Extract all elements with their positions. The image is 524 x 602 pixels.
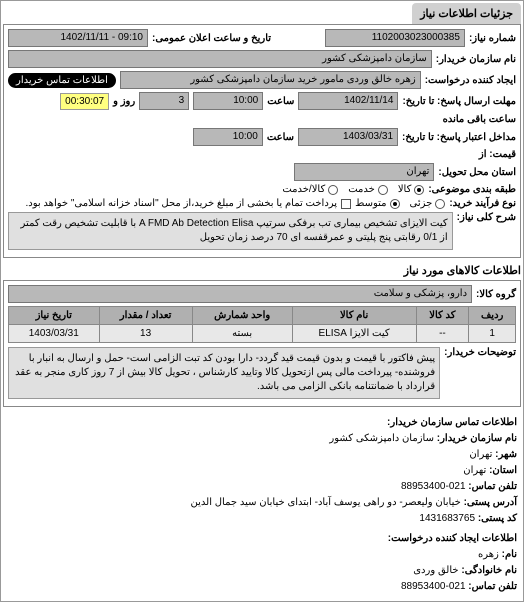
radio-service-icon: [378, 185, 388, 195]
announce-date-field: 09:10 - 1402/11/11: [8, 29, 148, 47]
phone2: 021-88953400: [401, 581, 466, 592]
remaining-days: 3: [139, 92, 189, 110]
phone2-label: تلفن تماس:: [468, 581, 517, 592]
remaining-days-label: روز و: [113, 96, 135, 107]
col-qty: تعداد / مقدار: [99, 307, 192, 325]
time-label-2: ساعت: [267, 132, 294, 143]
goods-section-title: اطلاعات کالاهای مورد نیاز: [3, 264, 521, 277]
delivery-loc-field: تهران: [294, 163, 434, 181]
requester-label: ایجاد کننده درخواست:: [425, 75, 516, 86]
cell-row: 1: [469, 325, 516, 343]
radio-both[interactable]: کالا/خدمت: [282, 184, 338, 195]
cell-name: کیت الایزا ELISA: [292, 325, 416, 343]
province-label: استان:: [489, 465, 517, 476]
desc-box: پیش فاکتور با قیمت و بدون قیمت قید گردد-…: [8, 347, 440, 399]
remaining-time: 00:30:07: [60, 93, 109, 110]
radio-goods-icon: [414, 185, 424, 195]
family-label: نام خانوادگی:: [461, 565, 517, 576]
deadline-send-date: 1402/11/14: [298, 92, 398, 110]
name-label: نام:: [502, 549, 517, 560]
cell-date: 1403/03/31: [9, 325, 100, 343]
announce-date-label: تاریخ و ساعت اعلان عمومی:: [152, 33, 271, 44]
radio-low[interactable]: جزئی: [410, 198, 446, 209]
request-no-label: شماره نیاز:: [469, 33, 516, 44]
group-label: گروه کالا:: [476, 289, 516, 300]
family: خالق وردی: [413, 565, 458, 576]
postal-label: کد پستی:: [478, 513, 517, 524]
contact-section: اطلاعات تماس سازمان خریدار: نام سازمان خ…: [3, 411, 521, 599]
radio-service[interactable]: خدمت: [348, 184, 388, 195]
buyer-name-label: نام سازمان خریدار:: [436, 54, 516, 65]
main-container: جزئیات اطلاعات نیاز شماره نیاز: 11020030…: [0, 0, 524, 602]
province: تهران: [463, 465, 486, 476]
radio-goods[interactable]: کالا: [398, 184, 425, 195]
postal: 1431683765: [419, 513, 475, 524]
name: زهره: [478, 549, 499, 560]
city-label: شهر:: [495, 449, 517, 460]
buyer-contact-button[interactable]: اطلاعات تماس خریدار: [8, 73, 116, 88]
buyer-contact-title: اطلاعات تماس سازمان خریدار:: [7, 415, 517, 431]
process-type-label: نوع فرآیند خرید:: [449, 198, 516, 209]
goods-table: ردیف کد کالا نام کالا واحد شمارش تعداد /…: [8, 306, 516, 343]
validity-label: مداخل اعتبار پاسخ: تا تاریخ:: [402, 132, 516, 143]
desc-label: توضیحات خریدار:: [444, 347, 516, 358]
cell-code: --: [416, 325, 469, 343]
delivery-loc-label: استان محل تحویل:: [438, 167, 516, 178]
radio-med-icon: [390, 199, 400, 209]
cell-unit: بسته: [192, 325, 292, 343]
validity-time: 10:00: [193, 128, 263, 146]
price-from-label: قیمت: از: [479, 149, 516, 160]
top-section: شماره نیاز: 1102003023000385 تاریخ و ساع…: [3, 24, 521, 258]
requester-field: زهره خالق وردی مامور خرید سازمان دامپزشک…: [120, 71, 421, 89]
goods-section: گروه کالا: دارو، پزشکی و سلامت ردیف کد ک…: [3, 280, 521, 407]
table-row: 1 -- کیت الایزا ELISA بسته 13 1403/03/31: [9, 325, 516, 343]
validity-date: 1403/03/31: [298, 128, 398, 146]
request-no-field: 1102003023000385: [325, 29, 465, 47]
buyer-org: سازمان دامپزشکی کشور: [329, 433, 434, 444]
prepay-note: پرداخت تمام یا بخشی از مبلغ خرید،از محل …: [25, 198, 337, 209]
col-name: نام کالا: [292, 307, 416, 325]
type-radio-group: کالا خدمت کالا/خدمت: [282, 184, 424, 195]
cell-qty: 13: [99, 325, 192, 343]
prepay-checkbox[interactable]: [341, 199, 351, 209]
city: تهران: [469, 449, 492, 460]
keywords-box: کیت الایزای تشخیص بیماری تب برفکی سرتیپ …: [8, 212, 453, 250]
radio-low-icon: [435, 199, 445, 209]
keywords-label: شرح کلی نیاز:: [457, 212, 516, 223]
phone-label: تلفن تماس:: [468, 481, 517, 492]
radio-med[interactable]: متوسط: [355, 198, 399, 209]
requester-contact-title: اطلاعات ایجاد کننده درخواست:: [7, 531, 517, 547]
radio-both-icon: [328, 185, 338, 195]
table-header-row: ردیف کد کالا نام کالا واحد شمارش تعداد /…: [9, 307, 516, 325]
buyer-org-label: نام سازمان خریدار:: [437, 433, 517, 444]
col-date: تاریخ نیاز: [9, 307, 100, 325]
deadline-send-label: مهلت ارسال پاسخ: تا تاریخ:: [402, 96, 516, 107]
process-radio-group: جزئی متوسط: [355, 198, 445, 209]
col-row: ردیف: [469, 307, 516, 325]
buyer-name-field: سازمان دامپزشکی کشور: [8, 50, 432, 68]
col-unit: واحد شمارش: [192, 307, 292, 325]
deadline-send-time: 10:00: [193, 92, 263, 110]
phone: 021-88953400: [401, 481, 466, 492]
group-field: دارو، پزشکی و سلامت: [8, 285, 472, 303]
quantity-unit-label: طبقه بندی موضوعی:: [428, 184, 516, 195]
remaining-suffix: ساعت باقی مانده: [443, 114, 516, 125]
time-label-1: ساعت: [267, 96, 294, 107]
address: خیابان ولیعصر- دو راهی یوسف آباد- ابتدای…: [191, 497, 461, 508]
col-code: کد کالا: [416, 307, 469, 325]
tab-title[interactable]: جزئیات اطلاعات نیاز: [412, 3, 521, 24]
address-label: آدرس پستی:: [464, 497, 517, 508]
